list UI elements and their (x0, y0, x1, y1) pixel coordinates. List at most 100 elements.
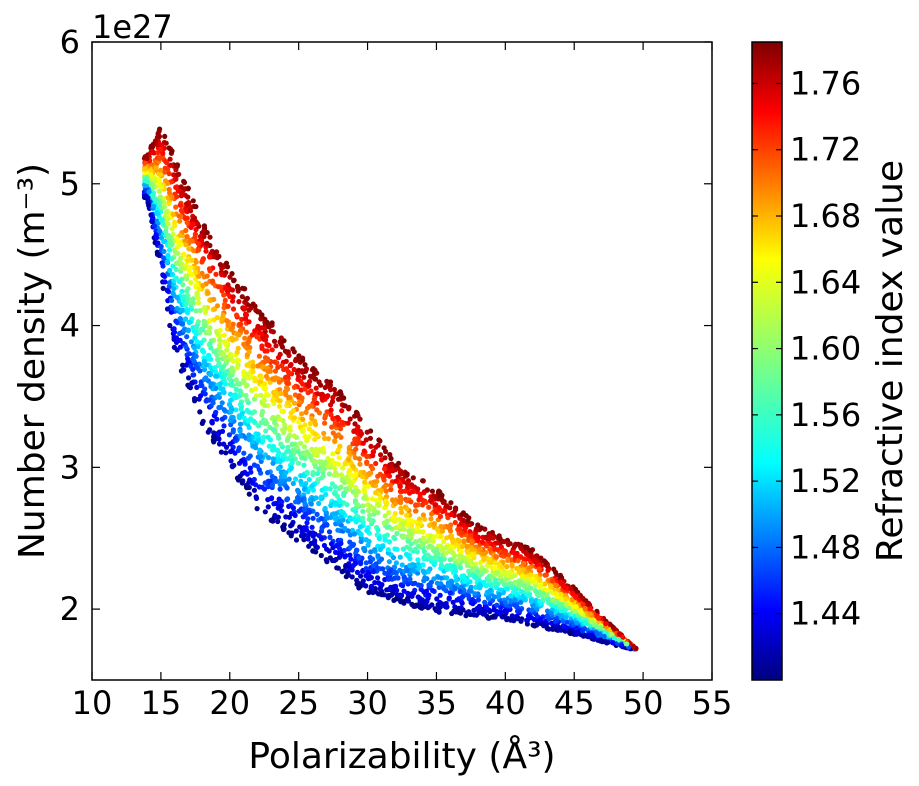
data-point (251, 418, 257, 424)
data-point (298, 478, 304, 484)
data-point (510, 589, 516, 595)
data-point (588, 619, 594, 625)
data-point (538, 555, 544, 561)
data-point (265, 484, 271, 490)
data-point (328, 502, 334, 509)
data-point (302, 507, 308, 513)
data-point (320, 467, 326, 473)
data-point (331, 465, 338, 471)
data-point (336, 455, 342, 461)
data-point (368, 583, 375, 589)
data-point (217, 333, 223, 339)
data-point (378, 495, 384, 501)
colorbar (751, 41, 783, 681)
data-point (185, 185, 191, 191)
data-point (228, 409, 234, 415)
data-point (293, 537, 300, 543)
data-point (586, 605, 592, 611)
data-point (405, 553, 411, 559)
data-point (295, 449, 301, 455)
data-point (184, 288, 190, 294)
data-point (363, 437, 369, 443)
data-point (597, 625, 604, 631)
data-point (388, 455, 394, 462)
data-point (211, 430, 217, 436)
data-point (193, 259, 199, 265)
data-point (356, 456, 363, 462)
data-point (306, 477, 312, 483)
data-point (191, 248, 197, 254)
data-point (424, 599, 430, 605)
data-point (365, 502, 371, 508)
data-point (346, 457, 352, 463)
data-point (183, 316, 189, 322)
data-point (174, 162, 181, 168)
data-point (279, 344, 286, 350)
data-point (369, 466, 376, 472)
data-point (386, 593, 392, 599)
x-tick-label: 20 (209, 684, 250, 722)
data-point (207, 254, 213, 260)
data-point (357, 524, 363, 530)
data-point (285, 400, 291, 406)
data-point (457, 589, 463, 595)
data-point (518, 545, 524, 552)
data-point (235, 345, 241, 351)
data-point (398, 496, 404, 502)
data-point (409, 518, 415, 524)
data-point (318, 536, 325, 542)
data-point (263, 428, 269, 434)
data-point (276, 496, 282, 502)
data-point (515, 541, 522, 547)
data-point (164, 259, 170, 265)
data-point (515, 615, 521, 621)
data-point (252, 375, 258, 381)
data-point (300, 514, 306, 520)
data-point (252, 328, 258, 334)
data-point (312, 436, 318, 443)
colorbar-tick-label: 1.48 (790, 528, 861, 566)
data-point (382, 466, 388, 472)
data-point (308, 388, 314, 394)
data-point (191, 372, 197, 378)
data-point (496, 592, 502, 598)
data-point (285, 496, 291, 502)
data-point (173, 260, 180, 266)
data-point (255, 431, 261, 437)
data-point (545, 597, 551, 603)
x-tick-label: 55 (692, 684, 733, 722)
data-point (428, 533, 434, 539)
data-point (299, 411, 305, 417)
data-point (367, 559, 373, 565)
data-point (164, 288, 171, 294)
data-point (309, 524, 315, 530)
data-point (178, 321, 185, 327)
data-point (169, 226, 175, 232)
data-point (411, 568, 417, 574)
data-point (219, 272, 225, 278)
data-point (243, 316, 249, 322)
data-point (268, 517, 274, 524)
data-point (241, 372, 247, 378)
data-point (361, 495, 367, 501)
data-point (472, 591, 478, 597)
data-point (167, 190, 173, 196)
data-point (490, 535, 496, 541)
x-tick-label: 10 (72, 684, 113, 722)
data-point (173, 176, 179, 182)
data-point (413, 502, 419, 508)
data-point (347, 516, 353, 522)
data-point (562, 584, 568, 591)
data-point (375, 575, 381, 581)
data-point (347, 539, 353, 545)
data-point (214, 393, 220, 399)
data-point (263, 391, 270, 397)
data-point (366, 589, 372, 596)
y-offset-label: 1e27 (92, 8, 173, 46)
data-point (171, 344, 177, 350)
data-point (251, 487, 257, 493)
data-point (242, 305, 248, 311)
data-point (434, 580, 440, 586)
data-point (234, 475, 241, 481)
data-point (372, 547, 378, 553)
